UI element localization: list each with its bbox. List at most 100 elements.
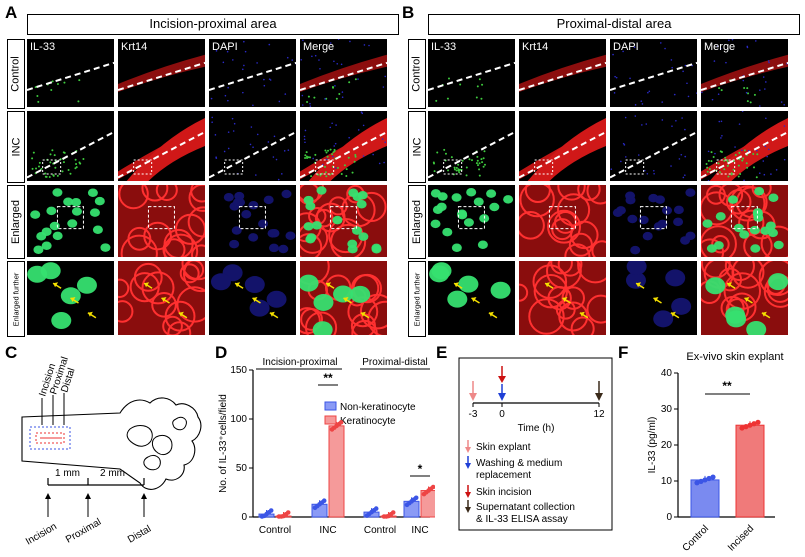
axis-label-proximal: Proximal <box>64 517 103 546</box>
panelB-image-r2-c0 <box>428 185 515 257</box>
panelB-image-r0-c2: DAPI <box>610 39 697 107</box>
arrow-incision <box>498 376 506 383</box>
chart-d-point-0-2 <box>373 506 379 511</box>
panelB-image-r3-c0 <box>428 261 515 335</box>
panel-e-timeline: -3 0 12 Time (h) Skin explant Washing & … <box>458 357 613 531</box>
panel-b-row-enlarged-further: Enlarged further <box>408 261 426 337</box>
legend-incision: Skin incision <box>476 487 532 498</box>
distance-1mm: 1 mm <box>55 468 80 479</box>
panelA-image-r1-c1 <box>118 111 205 181</box>
chart-d-ytick: 0 <box>241 512 247 523</box>
panelA-image-r2-c2 <box>209 185 296 257</box>
legend-explant: Skin explant <box>476 442 531 453</box>
panelA-image-r0-c1: Krt14 <box>118 39 205 107</box>
panelA-image-r0-c0: IL-33 <box>27 39 114 107</box>
tick-12: 12 <box>593 409 605 420</box>
chart-d-significance-0: ** <box>323 371 333 385</box>
chart-d-point-0-0 <box>268 508 274 513</box>
panelB-image-r3-c3 <box>701 261 788 335</box>
site-box-blue <box>29 426 71 450</box>
panel-b-title: Proximal-distal area <box>428 14 800 35</box>
chart-d-legend-label-1: Keratinocyte <box>340 416 396 427</box>
chart-f-ytick: 0 <box>666 512 672 523</box>
panelB-image-r3-c2 <box>610 261 697 335</box>
chart-d-xtick-0: Control <box>259 525 291 536</box>
panelA-column-label-2: DAPI <box>212 41 238 53</box>
chart-f-point-1 <box>743 424 749 430</box>
arrow-explant <box>469 393 477 401</box>
chart-f-point-0 <box>710 474 716 480</box>
panelB-column-label-3: Merge <box>704 41 736 53</box>
panel-label-c: C <box>5 343 18 362</box>
panel-label-a: A <box>5 3 18 22</box>
panel-label-e: E <box>436 343 448 362</box>
chart-d-point-1-2 <box>390 510 396 515</box>
panelB-image-r1-c1 <box>519 111 606 181</box>
chart-f-ytick: 20 <box>661 440 673 451</box>
chart-d-xtick-2: Control <box>364 525 396 536</box>
panelA-image-r3-c2 <box>209 261 296 335</box>
paw-outline <box>21 397 202 490</box>
panelB-column-label-0: IL-33 <box>431 41 457 53</box>
legend-washing: Washing & medium replacement <box>476 458 562 481</box>
panel-c-schematic: Incision Proximal Distal 1 mm 2 mm Incis… <box>21 356 202 548</box>
chart-f-ytick: 40 <box>661 368 673 379</box>
panel-a-title: Incision-proximal area <box>27 14 399 35</box>
panel-f-chart: Ex-vivo skin explant IL-33 (pg/ml) ** 0 1… <box>647 351 784 554</box>
arrow-collection <box>595 393 603 401</box>
panelA-image-r2-c0 <box>27 185 114 257</box>
timeline-axis-label: Time (h) <box>518 423 555 434</box>
site-box-red <box>35 432 65 444</box>
panelB-image-r0-c1: Krt14 <box>519 39 606 107</box>
chart-d-point-0-1 <box>321 498 327 504</box>
tick-0: 0 <box>499 409 505 420</box>
timeline-frame <box>458 357 613 531</box>
chart-f-point-1 <box>751 421 757 427</box>
chart-d-point-1-0 <box>285 510 291 515</box>
panelB-image-r1-c3 <box>701 111 788 181</box>
panelA-image-r3-c0 <box>27 261 114 335</box>
chart-f-point-1 <box>747 422 753 428</box>
panel-a-row-inc: INC <box>7 111 25 183</box>
chart-d-point-1-1 <box>338 420 344 425</box>
chart-f-title: Ex-vivo skin explant <box>686 351 783 363</box>
panelA-image-r2-c3 <box>300 185 387 257</box>
chart-f-point-1 <box>755 419 761 425</box>
panelA-image-r0-c3: Merge <box>300 39 387 107</box>
chart-d-point-1-3 <box>430 484 435 490</box>
panelA-column-label-0: IL-33 <box>30 41 56 53</box>
panelB-image-r1-c0 <box>428 111 515 181</box>
panelA-image-r1-c0 <box>27 111 114 181</box>
chart-d-ytick: 150 <box>230 365 247 376</box>
chart-f-point-0 <box>706 475 712 482</box>
panel-a-row-enlarged-further: Enlarged further <box>7 261 25 337</box>
chart-d-ytick: 50 <box>236 463 248 474</box>
chart-d-ylabel: No. of IL-33⁺cells/field <box>218 394 229 493</box>
axis-label-incision: Incision <box>24 521 59 547</box>
distance-2mm: 2 mm <box>100 468 125 479</box>
panelB-image-r2-c1 <box>519 185 606 257</box>
legend-collection: Supernatant collection & IL-33 ELISA assa… <box>476 502 575 525</box>
chart-f-ylabel: IL-33 (pg/ml) <box>647 417 658 474</box>
chart-d-point-0-3 <box>413 495 419 501</box>
panel-label-d: D <box>215 343 228 362</box>
chart-f-point-0 <box>702 477 708 483</box>
chart-f-xtick-1: Incised <box>726 523 756 553</box>
chart-d-bar-1-1 <box>328 425 345 518</box>
panel-label-f: F <box>618 343 629 362</box>
chart-f-point-0 <box>698 478 704 484</box>
panelA-image-r0-c2: DAPI <box>209 39 296 107</box>
panel-a-row-control: Control <box>7 39 25 109</box>
chart-f-bar-1 <box>735 424 765 518</box>
chart-f-point-0 <box>694 480 700 486</box>
panelB-image-r0-c3: Merge <box>701 39 788 107</box>
chart-f-xtick-0: Control <box>681 523 712 554</box>
panelB-image-r2-c3 <box>701 185 788 257</box>
arrow-washing <box>498 393 506 401</box>
panelB-column-label-1: Krt14 <box>522 41 549 53</box>
chart-d-group-label-0: Incision-proximal <box>262 357 337 368</box>
panelB-image-r1-c2 <box>610 111 697 181</box>
chart-d-legend-label-0: Non-keratinocyte <box>340 402 416 413</box>
panel-a-row-enlarged: Enlarged <box>7 185 25 259</box>
axis-label-distal: Distal <box>126 524 153 546</box>
